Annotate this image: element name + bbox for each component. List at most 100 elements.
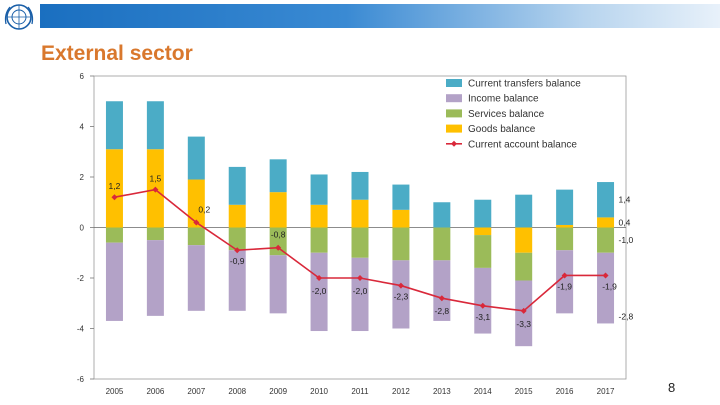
- bar-services: [392, 227, 410, 261]
- un-emblem-icon: [4, 4, 34, 30]
- bar-services: [433, 227, 451, 261]
- bar-income: [474, 267, 492, 334]
- bar-income: [269, 255, 287, 314]
- bar-current-transfers: [228, 166, 246, 205]
- current-account-point: [275, 244, 282, 251]
- bar-income: [187, 245, 205, 311]
- x-tick-label: 2014: [474, 387, 492, 396]
- legend-label-current-account: Current account balance: [468, 139, 577, 150]
- bar-goods: [597, 217, 615, 228]
- bar-goods: [187, 179, 205, 228]
- current-account-point: [602, 272, 609, 279]
- bar-current-transfers: [351, 171, 369, 200]
- x-tick-label: 2013: [433, 387, 451, 396]
- x-tick-label: 2011: [351, 387, 369, 396]
- current-account-data-label: -2,0: [353, 286, 368, 296]
- x-tick-label: 2015: [515, 387, 533, 396]
- bar-current-transfers: [105, 101, 123, 150]
- bar-services: [597, 227, 615, 253]
- bar-income: [105, 242, 123, 321]
- legend-label-current-transfers: Current transfers balance: [468, 79, 581, 90]
- bar-current-transfers: [474, 199, 492, 228]
- y-tick-label: -4: [77, 325, 85, 334]
- page-title: External sector: [41, 42, 193, 65]
- current-account-point: [561, 272, 568, 279]
- current-account-data-label: -1,9: [557, 281, 572, 291]
- current-account-point: [479, 302, 486, 309]
- current-account-point: [397, 282, 404, 289]
- current-account-data-label: -2,3: [394, 292, 409, 302]
- current-account-data-label: -0,9: [230, 256, 245, 266]
- bar-goods: [556, 224, 574, 228]
- bar-goods: [474, 227, 492, 236]
- legend-label-goods: Goods balance: [468, 124, 536, 135]
- current-account-data-label: -3,3: [516, 319, 531, 329]
- bar-goods: [515, 227, 533, 253]
- current-account-data-label: 1,5: [149, 174, 161, 184]
- bar-services: [146, 227, 164, 241]
- current-account-point: [520, 307, 527, 314]
- bar-current-transfers: [392, 184, 410, 210]
- bar-current-transfers: [515, 194, 533, 228]
- legend-label-income: Income balance: [468, 94, 539, 105]
- current-account-point: [234, 247, 241, 254]
- bar-goods: [392, 209, 410, 228]
- current-account-point: [357, 275, 363, 281]
- bar-goods: [310, 204, 328, 228]
- x-tick-label: 2009: [269, 387, 287, 396]
- header-gradient-band: [40, 4, 720, 28]
- current-account-data-label: -1,9: [602, 281, 617, 291]
- y-tick-label: 6: [80, 72, 85, 81]
- y-tick-label: 4: [80, 123, 85, 132]
- current-account-point: [111, 194, 118, 201]
- legend-swatch-current-transfers: [446, 79, 462, 87]
- bar-current-transfers: [187, 136, 205, 180]
- bar-current-transfers: [146, 101, 164, 150]
- bar-current-transfers: [556, 189, 574, 225]
- bar-income: [392, 260, 410, 329]
- current-account-data-label: 1,2: [109, 181, 121, 191]
- legend-marker-current-account: [451, 140, 457, 147]
- x-tick-label: 2006: [146, 387, 164, 396]
- bar-goods: [105, 149, 123, 228]
- bar-income: [351, 257, 369, 332]
- x-tick-label: 2007: [187, 387, 205, 396]
- bar-current-transfers: [310, 174, 328, 205]
- x-tick-label: 2008: [228, 387, 246, 396]
- current-account-data-label: 0,2: [198, 204, 210, 214]
- current-account-point: [152, 186, 159, 193]
- bar-data-label-2017: -1,0: [619, 235, 634, 245]
- current-account-data-label: -3,1: [475, 312, 490, 322]
- x-tick-label: 2017: [597, 387, 615, 396]
- bar-goods: [269, 192, 287, 228]
- legend-swatch-services: [446, 109, 462, 118]
- legend-label-services: Services balance: [468, 109, 545, 120]
- bar-goods: [228, 204, 246, 228]
- current-account-data-label: -2,8: [435, 306, 450, 316]
- current-account-point: [193, 219, 200, 226]
- current-account-data-label: -0,8: [271, 230, 286, 240]
- x-tick-label: 2012: [392, 387, 410, 396]
- x-tick-label: 2010: [310, 387, 328, 396]
- bar-services: [105, 227, 123, 243]
- y-tick-label: 2: [80, 173, 85, 182]
- current-account-point: [316, 275, 323, 281]
- bar-services: [474, 235, 492, 268]
- bar-goods: [351, 199, 369, 228]
- bar-data-label-2017: -2,8: [619, 311, 634, 321]
- bar-services: [310, 227, 328, 253]
- bar-services: [187, 227, 205, 246]
- bar-data-label-2017: 1,4: [619, 195, 631, 205]
- bar-income: [228, 250, 246, 311]
- bar-services: [351, 227, 369, 258]
- bar-current-transfers: [597, 182, 615, 218]
- bar-current-transfers: [433, 202, 451, 228]
- bar-services: [228, 227, 246, 251]
- bar-income: [597, 252, 615, 324]
- y-tick-label: 0: [80, 224, 85, 233]
- current-account-point: [438, 295, 445, 302]
- x-tick-label: 2016: [556, 387, 574, 396]
- legend-swatch-income: [446, 94, 462, 103]
- bar-data-label-2017: 0,4: [619, 217, 631, 227]
